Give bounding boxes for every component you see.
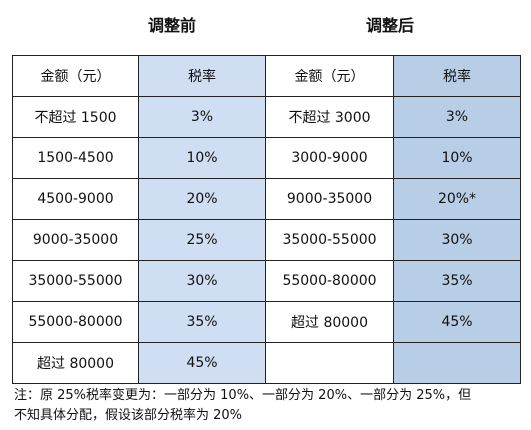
table-row: 超过 80000 45% [12,342,521,384]
footnote-line-1: 注：原 25%税率变更为：一部分为 10%、一部分为 20%、一部分为 25%，… [14,388,472,403]
table-row: 55000-80000 35% 超过 80000 45% [12,301,521,343]
rate-after-cell: 45% [393,301,521,343]
rate-after-cell: 3% [393,96,521,138]
table-row: 9000-35000 25% 35000-55000 30% [12,219,521,261]
header-amount-before: 金额（元） [12,55,139,97]
tax-rate-table: 金额（元） 税率 金额（元） 税率 不超过 1500 3% 不超过 3000 3… [12,55,521,384]
rate-before-cell: 30% [138,260,266,302]
amount-before-cell: 不超过 1500 [12,96,139,138]
rate-before-cell: 20% [138,178,266,220]
header-amount-after: 金额（元） [265,55,394,97]
amount-after-cell: 55000-80000 [265,260,394,302]
header-rate-after: 税率 [393,55,521,97]
footnote: 注：原 25%税率变更为：一部分为 10%、一部分为 20%、一部分为 25%，… [14,386,524,426]
rate-after-cell: 20%* [393,178,521,220]
amount-before-cell: 35000-55000 [12,260,139,302]
rate-after-cell: 10% [393,137,521,179]
amount-before-cell: 超过 80000 [12,342,139,384]
amount-before-cell: 4500-9000 [12,178,139,220]
table-row: 4500-9000 20% 9000-35000 20%* [12,178,521,220]
table-row: 不超过 1500 3% 不超过 3000 3% [12,96,521,138]
rate-after-cell: 30% [393,219,521,261]
table-row: 35000-55000 30% 55000-80000 35% [12,260,521,302]
before-title: 调整前 [147,16,196,35]
header-rate-before: 税率 [138,55,266,97]
amount-before-cell: 1500-4500 [12,137,139,179]
rate-before-cell: 35% [138,301,266,343]
amount-after-cell: 3000-9000 [265,137,394,179]
rate-after-cell: 35% [393,260,521,302]
table-row: 1500-4500 10% 3000-9000 10% [12,137,521,179]
amount-after-cell: 9000-35000 [265,178,394,220]
rate-after-cell [393,342,521,384]
footnote-line-2: 不知具体分配，假设该部分税率为 20% [14,408,243,423]
rate-before-cell: 10% [138,137,266,179]
amount-after-cell: 35000-55000 [265,219,394,261]
amount-after-cell: 超过 80000 [265,301,394,343]
table-header-row: 金额（元） 税率 金额（元） 税率 [12,55,521,97]
rate-before-cell: 25% [138,219,266,261]
amount-before-cell: 9000-35000 [12,219,139,261]
amount-after-cell: 不超过 3000 [265,96,394,138]
after-title: 调整后 [365,16,414,35]
rate-before-cell: 45% [138,342,266,384]
amount-after-cell [265,342,394,384]
amount-before-cell: 55000-80000 [12,301,139,343]
rate-before-cell: 3% [138,96,266,138]
